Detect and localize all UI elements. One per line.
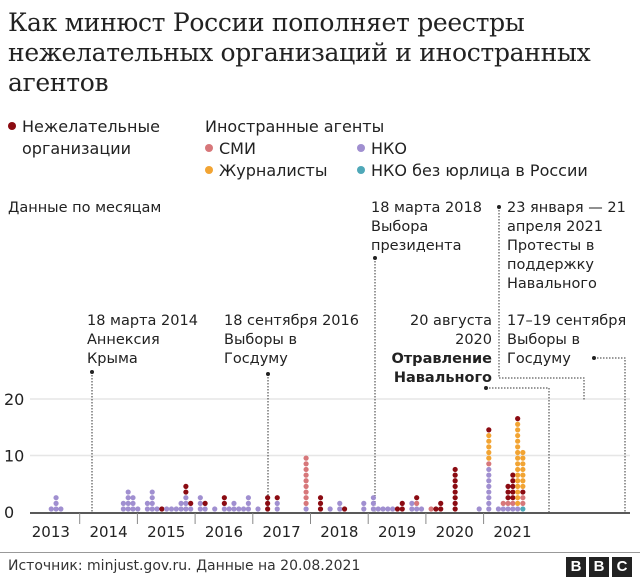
legend-heading-foreign-agents: Иностранные агенты xyxy=(205,117,385,136)
svg-text:2020: 2020 xyxy=(436,523,474,541)
legend-item-media: СМИ xyxy=(205,138,256,160)
bbc-logo-letter: B xyxy=(589,557,609,577)
svg-text:2016: 2016 xyxy=(205,523,243,541)
annotation-protests-text: Протесты в поддержку Навального xyxy=(507,238,597,292)
annotation-duma-2021-date: 17–19 сентября xyxy=(507,313,627,329)
legend-label-journalists: Журналисты xyxy=(219,161,328,180)
source-note: Источник: minjust.gov.ru. Данные на 20.0… xyxy=(8,558,361,574)
legend-label-media: СМИ xyxy=(219,139,256,158)
undesirable-dot-icon xyxy=(8,122,16,130)
bbc-logo: B B C xyxy=(566,557,632,577)
bbc-logo-letter: B xyxy=(566,557,586,577)
legend-item-nko: НКО xyxy=(357,138,407,160)
journalists-dot-icon xyxy=(205,166,213,174)
svg-text:0: 0 xyxy=(4,503,14,522)
chart-title: Как минюст России пополняет реестры неже… xyxy=(8,8,591,97)
legend-label-undesirable: Нежелательные организации xyxy=(22,117,160,158)
annotation-duma-2016-text: Выборы в Госдуму xyxy=(224,332,298,367)
legend-item-journalists: Журналисты xyxy=(205,160,328,182)
annotation-duma-2021-text: Выборы в Госдуму xyxy=(507,332,581,367)
annotation-poison: 20 августа 2020 Отравление Навального xyxy=(378,312,492,388)
media-dot-icon xyxy=(205,144,213,152)
chart-subtitle: Данные по месяцам xyxy=(8,200,162,216)
annotation-duma-2021: 17–19 сентября Выборы в Госдуму xyxy=(507,312,626,369)
annotation-duma-2016-date: 18 сентября 2016 xyxy=(224,313,359,329)
annotation-crimea-text: Аннексия Крыма xyxy=(87,332,160,367)
svg-text:2017: 2017 xyxy=(263,523,301,541)
nko-no-entity-dot-icon xyxy=(357,166,365,174)
svg-text:2014: 2014 xyxy=(89,523,127,541)
annotation-pres-2018-text: Выбора президента xyxy=(371,219,462,254)
legend-item-nko-no-entity: НКО без юрлица в России xyxy=(357,160,588,182)
footer-divider xyxy=(0,552,640,553)
svg-text:2019: 2019 xyxy=(378,523,416,541)
annotation-pres-2018: 18 марта 2018 Выбора президента xyxy=(371,199,482,256)
annotation-crimea: 18 марта 2014 Аннексия Крыма xyxy=(87,312,198,369)
bbc-logo-letter: C xyxy=(612,557,632,577)
annotation-crimea-date: 18 марта 2014 xyxy=(87,313,198,329)
svg-text:2013: 2013 xyxy=(32,523,70,541)
annotation-pres-2018-date: 18 марта 2018 xyxy=(371,200,482,216)
legend-item-undesirable: Нежелательные организации xyxy=(8,116,182,160)
annotation-protests: 23 января — 21 апреля 2021 Протесты в по… xyxy=(507,199,635,294)
svg-text:2021: 2021 xyxy=(493,523,531,541)
svg-text:2018: 2018 xyxy=(320,523,358,541)
legend-label-nko-no-entity: НКО без юрлица в России xyxy=(371,161,588,180)
legend-label-nko: НКО xyxy=(371,139,407,158)
annotation-protests-date: 23 января — 21 апреля 2021 xyxy=(507,200,626,235)
nko-dot-icon xyxy=(357,144,365,152)
annotation-duma-2016: 18 сентября 2016 Выборы в Госдуму xyxy=(224,312,359,369)
svg-text:2015: 2015 xyxy=(147,523,185,541)
annotation-poison-date: 20 августа 2020 xyxy=(410,313,492,348)
annotation-poison-text: Отравление Навального xyxy=(391,351,492,386)
svg-text:10: 10 xyxy=(4,447,24,466)
svg-text:20: 20 xyxy=(4,390,24,409)
